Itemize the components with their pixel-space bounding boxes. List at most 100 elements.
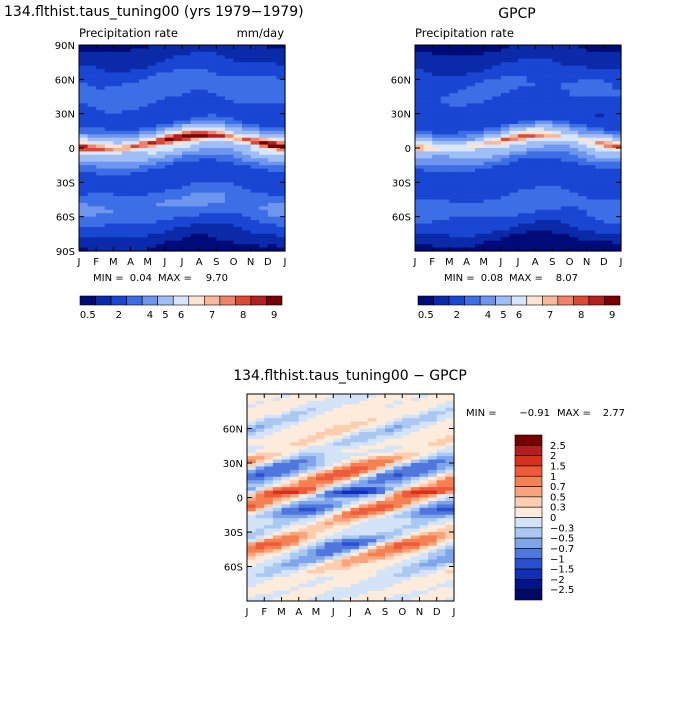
heatmap-cell bbox=[445, 425, 455, 430]
heatmap-cell bbox=[393, 580, 403, 585]
heatmap-cell bbox=[259, 213, 269, 218]
heatmap-cell bbox=[121, 230, 132, 235]
heatmap-cell bbox=[410, 518, 421, 523]
heatmap-cell bbox=[569, 130, 579, 135]
heatmap-cell bbox=[173, 65, 183, 70]
heatmap-cell bbox=[276, 75, 286, 80]
heatmap-cell bbox=[113, 65, 123, 70]
heatmap-cell bbox=[466, 230, 476, 235]
heatmap-cell bbox=[445, 459, 455, 464]
heatmap-cell bbox=[492, 72, 502, 77]
heatmap-cell bbox=[483, 137, 493, 142]
heatmap-cell bbox=[445, 414, 455, 419]
heatmap-cell bbox=[182, 72, 192, 77]
heatmap-cell bbox=[307, 449, 317, 454]
heatmap-cell bbox=[281, 442, 291, 447]
heatmap-cell bbox=[173, 154, 183, 159]
heatmap-cell bbox=[423, 237, 433, 242]
heatmap-cell bbox=[410, 511, 421, 516]
heatmap-cell bbox=[436, 507, 446, 512]
heatmap-cell bbox=[415, 86, 425, 91]
heatmap-cell bbox=[436, 414, 446, 419]
gpcp-max-label: MAX = bbox=[509, 273, 543, 284]
heatmap-cell bbox=[483, 213, 493, 218]
heatmap-cell bbox=[457, 103, 468, 108]
heatmap-cell bbox=[466, 72, 476, 77]
heatmap-cell bbox=[224, 75, 235, 80]
gpcp-min-label: MIN = bbox=[444, 273, 475, 284]
heatmap-cell bbox=[586, 103, 596, 108]
heatmap-cell bbox=[267, 196, 278, 201]
heatmap-cell bbox=[578, 185, 588, 190]
heatmap-cell bbox=[526, 247, 536, 252]
colorbar-label: −1.5 bbox=[550, 565, 574, 576]
colorbar-swatch bbox=[417, 295, 434, 306]
heatmap-cell bbox=[173, 120, 183, 125]
colorbar-swatch bbox=[514, 537, 543, 549]
heatmap-cell bbox=[457, 226, 468, 231]
heatmap-cell bbox=[247, 449, 257, 454]
heatmap-cell bbox=[552, 89, 562, 94]
heatmap-cell bbox=[518, 213, 528, 218]
heatmap-cell bbox=[264, 431, 274, 436]
heatmap-cell bbox=[147, 247, 157, 252]
heatmap-cell bbox=[423, 151, 433, 156]
heatmap-cell bbox=[87, 237, 97, 242]
heatmap-cell bbox=[164, 209, 175, 214]
heatmap-cell bbox=[595, 89, 605, 94]
heatmap-cell bbox=[569, 175, 579, 180]
heatmap-cell bbox=[267, 223, 278, 228]
heatmap-cell bbox=[333, 494, 343, 499]
heatmap-cell bbox=[79, 206, 89, 211]
heatmap-cell bbox=[415, 82, 425, 87]
heatmap-cell bbox=[281, 587, 291, 592]
heatmap-cell bbox=[290, 452, 300, 457]
heatmap-cell bbox=[164, 51, 175, 56]
heatmap-cell bbox=[440, 65, 450, 70]
heatmap-cell bbox=[113, 96, 123, 101]
heatmap-cell bbox=[79, 185, 89, 190]
heatmap-cell bbox=[224, 168, 235, 173]
heatmap-cell bbox=[324, 542, 334, 547]
heatmap-cell bbox=[250, 58, 260, 63]
heatmap-cell bbox=[410, 497, 421, 502]
heatmap-cell bbox=[290, 494, 300, 499]
heatmap-cell bbox=[190, 240, 200, 245]
heatmap-cell bbox=[130, 62, 140, 67]
heatmap-cell bbox=[457, 48, 468, 53]
heatmap-cell bbox=[264, 425, 274, 430]
heatmap-cell bbox=[139, 62, 149, 67]
heatmap-cell bbox=[475, 106, 485, 111]
heatmap-cell bbox=[290, 466, 300, 471]
heatmap-cell bbox=[436, 525, 446, 530]
heatmap-cell bbox=[526, 233, 536, 238]
heatmap-cell bbox=[259, 154, 269, 159]
heatmap-cell bbox=[466, 202, 476, 207]
heatmap-cell bbox=[341, 590, 352, 595]
heatmap-cell bbox=[333, 473, 343, 478]
heatmap-cell bbox=[415, 134, 425, 139]
heatmap-cell bbox=[586, 151, 596, 156]
heatmap-cell bbox=[156, 106, 166, 111]
heatmap-cell bbox=[173, 82, 183, 87]
heatmap-cell bbox=[350, 404, 360, 409]
diff-max-label: MAX = bbox=[557, 408, 591, 419]
heatmap-cell bbox=[324, 535, 334, 540]
heatmap-cell bbox=[199, 103, 209, 108]
heatmap-cell bbox=[393, 532, 403, 537]
heatmap-cell bbox=[445, 404, 455, 409]
heatmap-cell bbox=[255, 431, 265, 436]
heatmap-cell bbox=[233, 45, 243, 50]
heatmap-cell bbox=[259, 196, 269, 201]
heatmap-cell bbox=[298, 394, 308, 399]
heatmap-cell bbox=[410, 431, 421, 436]
heatmap-cell bbox=[255, 480, 265, 485]
heatmap-cell bbox=[436, 521, 446, 526]
heatmap-cell bbox=[259, 226, 269, 231]
heatmap-cell bbox=[578, 58, 588, 63]
heatmap-cell bbox=[569, 82, 579, 87]
heatmap-cell bbox=[410, 514, 421, 519]
heatmap-cell bbox=[207, 213, 217, 218]
heatmap-cell bbox=[333, 549, 343, 554]
heatmap-cell bbox=[445, 549, 455, 554]
